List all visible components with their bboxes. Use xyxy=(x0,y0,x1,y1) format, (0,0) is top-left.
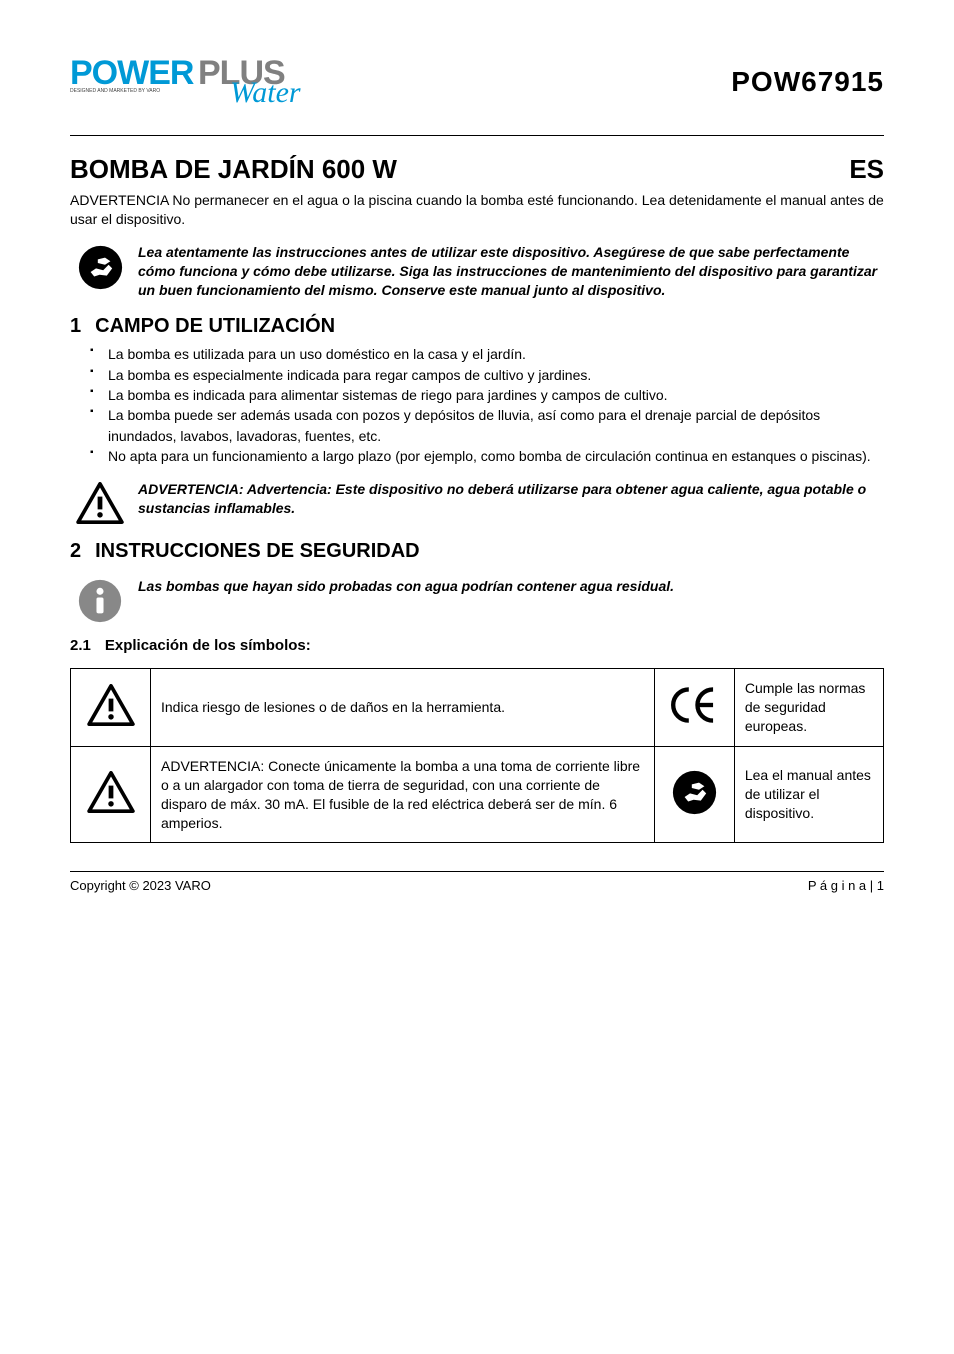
symbol-table: Indica riesgo de lesiones o de daños en … xyxy=(70,668,884,843)
section-2-info-block: Las bombas que hayan sido probadas con a… xyxy=(70,577,884,623)
product-code: POW67915 xyxy=(731,66,884,98)
section-2-title: INSTRUCCIONES DE SEGURIDAD xyxy=(95,540,419,563)
section-1-heading: 1 CAMPO DE UTILIZACIÓN xyxy=(70,315,884,338)
footer-page: P á g i n a | 1 xyxy=(808,878,884,893)
warning-triangle-icon xyxy=(71,669,151,747)
section-2-info-text: Las bombas que hayan sido probadas con a… xyxy=(130,577,884,596)
page-lang: ES xyxy=(849,154,884,185)
read-manual-icon xyxy=(654,746,734,843)
info-icon xyxy=(70,577,130,623)
symbol-desc: Indica riesgo de lesiones o de daños en … xyxy=(151,669,655,747)
footer-copyright: Copyright © 2023 VARO xyxy=(70,878,211,893)
warning-triangle-icon xyxy=(71,746,151,843)
section-1-warning-block: ADVERTENCIA: Advertencia: Este dispositi… xyxy=(70,480,884,524)
section-1-num: 1 xyxy=(70,315,81,338)
section-2-num: 2 xyxy=(70,540,81,563)
footer-divider xyxy=(70,871,884,872)
section-1-warning-text: ADVERTENCIA: Advertencia: Este dispositi… xyxy=(130,480,884,518)
list-item: No apta para un funcionamiento a largo p… xyxy=(90,446,884,466)
list-item: La bomba es especialmente indicada para … xyxy=(90,365,884,385)
warning-triangle-icon xyxy=(70,480,130,524)
table-row: Indica riesgo de lesiones o de daños en … xyxy=(71,669,884,747)
top-warning-text: ADVERTENCIA No permanecer en el agua o l… xyxy=(70,191,884,229)
table-row: ADVERTENCIA: Conecte únicamente la bomba… xyxy=(71,746,884,843)
read-manual-icon xyxy=(70,243,130,290)
list-item: La bomba es indicada para alimentar sist… xyxy=(90,385,884,405)
section-1-list: La bomba es utilizada para un uso domést… xyxy=(90,344,884,466)
read-manual-text: Lea atentamente las instrucciones antes … xyxy=(130,243,884,300)
section-2-sub-title: Explicación de los símbolos: xyxy=(105,637,311,654)
section-2-sub-heading: 2.1 Explicación de los símbolos: xyxy=(70,637,884,654)
read-manual-block: Lea atentamente las instrucciones antes … xyxy=(70,243,884,300)
symbol-desc: Lea el manual antes de utilizar el dispo… xyxy=(734,746,883,843)
page-title: BOMBA DE JARDÍN 600 W xyxy=(70,154,849,185)
section-1-title: CAMPO DE UTILIZACIÓN xyxy=(95,315,335,338)
svg-text:POWER: POWER xyxy=(70,54,194,92)
svg-text:Water: Water xyxy=(230,76,301,108)
header-divider xyxy=(70,135,884,136)
section-2-sub-num: 2.1 xyxy=(70,637,91,654)
symbol-desc: ADVERTENCIA: Conecte únicamente la bomba… xyxy=(151,746,655,843)
list-item: La bomba puede ser además usada con pozo… xyxy=(90,405,884,446)
ce-mark-icon xyxy=(654,669,734,747)
list-item: La bomba es utilizada para un uso domést… xyxy=(90,344,884,364)
svg-text:DESIGNED AND MARKETED BY VARO: DESIGNED AND MARKETED BY VARO xyxy=(70,88,160,94)
symbol-desc: Cumple las normas de seguridad europeas. xyxy=(734,669,883,747)
section-2-heading: 2 INSTRUCCIONES DE SEGURIDAD xyxy=(70,540,884,563)
